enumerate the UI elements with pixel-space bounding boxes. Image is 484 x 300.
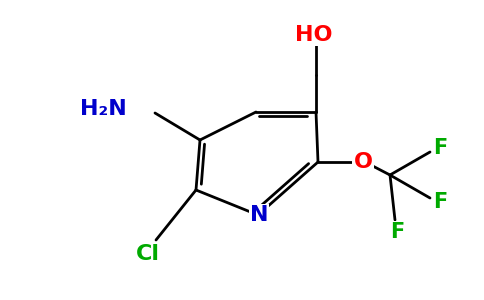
Text: F: F — [390, 222, 404, 242]
Text: HO: HO — [295, 25, 333, 45]
Text: F: F — [433, 138, 447, 158]
Text: Cl: Cl — [136, 244, 160, 264]
Text: H₂N: H₂N — [80, 99, 127, 119]
Text: O: O — [353, 152, 373, 172]
Text: N: N — [250, 205, 268, 225]
Text: F: F — [433, 192, 447, 212]
